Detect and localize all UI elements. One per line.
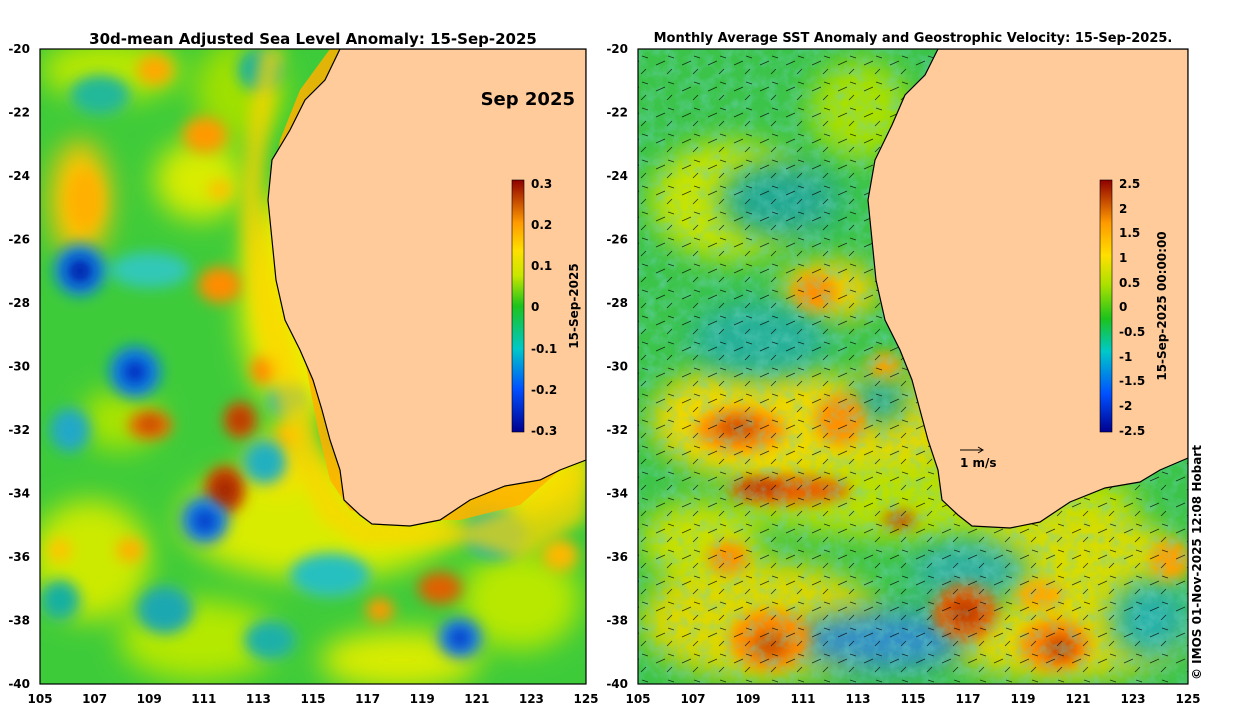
- right-cbar-tick-10: -2: [1119, 399, 1132, 413]
- left-y-tick: -36: [8, 550, 30, 564]
- right-x-tick: 117: [955, 692, 980, 706]
- right-cbar-tick-8: -1: [1119, 350, 1132, 364]
- right-x-tick: 119: [1010, 692, 1035, 706]
- left-cbar-tick-1: 0.3: [531, 177, 552, 191]
- left-x-tick: 117: [355, 692, 380, 706]
- left-y-tick: -28: [8, 296, 30, 310]
- left-y-tick: -20: [8, 42, 30, 56]
- left-y-tick: -30: [8, 360, 30, 374]
- right-cbar-tick-9: -1.5: [1119, 374, 1145, 388]
- left-x-tick: 105: [27, 692, 52, 706]
- left-cbar-label: 15-Sep-2025: [567, 263, 581, 348]
- right-map: 1 m/s 2.5 2 1.5 1 0.5 0 -0.5 -1 -1.5 -2 …: [637, 48, 1189, 685]
- left-x-tick: 109: [137, 692, 162, 706]
- right-y-tick: -20: [606, 42, 628, 56]
- right-colorbar: 2.5 2 1.5 1 0.5 0 -0.5 -1 -1.5 -2 -2.5 1…: [1099, 177, 1169, 438]
- left-cbar-tick-5: -0.1: [531, 342, 557, 356]
- right-x-tick: 109: [735, 692, 760, 706]
- right-y-tick: -24: [606, 169, 628, 183]
- left-x-tick: 121: [464, 692, 489, 706]
- right-x-tick: 107: [680, 692, 705, 706]
- left-x-tick: 111: [191, 692, 216, 706]
- left-cbar-tick-6: -0.2: [531, 383, 557, 397]
- left-x-tick: 125: [573, 692, 598, 706]
- right-y-tick: -36: [606, 550, 628, 564]
- left-y-tick: -26: [8, 233, 30, 247]
- left-month-label: Sep 2025: [481, 89, 575, 110]
- right-cbar-tick-1: 2.5: [1119, 177, 1140, 191]
- left-cbar-tick-2: 0.2: [531, 218, 552, 232]
- right-cbar-tick-3: 1.5: [1119, 226, 1140, 240]
- right-x-tick: 113: [845, 692, 870, 706]
- left-coastal-shelf: [240, 49, 586, 560]
- velocity-scale: 1 m/s: [960, 446, 997, 470]
- right-cbar-label: 15-Sep-2025 00:00:00: [1155, 231, 1169, 380]
- left-cbar-tick-3: 0.1: [531, 259, 552, 273]
- left-x-tick: 107: [82, 692, 107, 706]
- left-y-tick: -24: [8, 169, 30, 183]
- right-cbar-tick-5: 0.5: [1119, 276, 1140, 290]
- copyright-label: © IMOS 01-Nov-2025 12:08 Hobart: [1190, 445, 1204, 680]
- left-land: [267, 49, 586, 527]
- right-y-tick: -32: [606, 423, 628, 437]
- right-cbar-tick-11: -2.5: [1119, 424, 1145, 438]
- left-y-tick: -22: [8, 106, 30, 120]
- right-x-tick: 125: [1175, 692, 1200, 706]
- right-cbar-tick-2: 2: [1119, 202, 1127, 216]
- left-y-tick: -34: [8, 487, 30, 501]
- right-y-tick: -40: [606, 677, 628, 691]
- left-x-tick: 123: [519, 692, 544, 706]
- right-panel-title: Monthly Average SST Anomaly and Geostrop…: [653, 31, 1173, 46]
- right-y-tick: -28: [606, 296, 628, 310]
- right-y-tick: -22: [606, 106, 628, 120]
- left-x-tick: 119: [410, 692, 435, 706]
- left-x-tick: 115: [300, 692, 325, 706]
- right-y-tick: -38: [606, 614, 628, 628]
- right-cbar-tick-6: 0: [1119, 300, 1127, 314]
- right-axis-ticks: 105 107 109 111 113 115 117 119 121 123 …: [606, 42, 1200, 706]
- left-y-tick: -32: [8, 423, 30, 437]
- right-x-tick: 105: [625, 692, 650, 706]
- right-cbar-tick-4: 1: [1119, 251, 1127, 265]
- left-map: Sep 2025 0.3 0.2 0.1 0 -0.1 -0.2 -0.3 15…: [39, 48, 587, 685]
- right-x-tick: 111: [790, 692, 815, 706]
- left-y-tick: -40: [8, 677, 30, 691]
- right-y-tick: -34: [606, 487, 628, 501]
- velocity-scale-label: 1 m/s: [960, 456, 997, 470]
- left-panel-title: 30d-mean Adjusted Sea Level Anomaly: 15-…: [89, 30, 537, 48]
- right-y-tick: -30: [606, 360, 628, 374]
- left-colorbar: 0.3 0.2 0.1 0 -0.1 -0.2 -0.3 15-Sep-2025: [511, 177, 581, 438]
- right-x-tick: 123: [1120, 692, 1145, 706]
- left-axis-ticks: 105 107 109 111 113 115 117 119 121 123 …: [8, 42, 598, 706]
- right-cbar-tick-7: -0.5: [1119, 325, 1145, 339]
- left-cbar-tick-7: -0.3: [531, 424, 557, 438]
- right-y-tick: -26: [606, 233, 628, 247]
- right-x-tick: 121: [1065, 692, 1090, 706]
- right-x-tick: 115: [900, 692, 925, 706]
- left-cbar-tick-4: 0: [531, 300, 539, 314]
- left-y-tick: -38: [8, 614, 30, 628]
- left-x-tick: 113: [246, 692, 271, 706]
